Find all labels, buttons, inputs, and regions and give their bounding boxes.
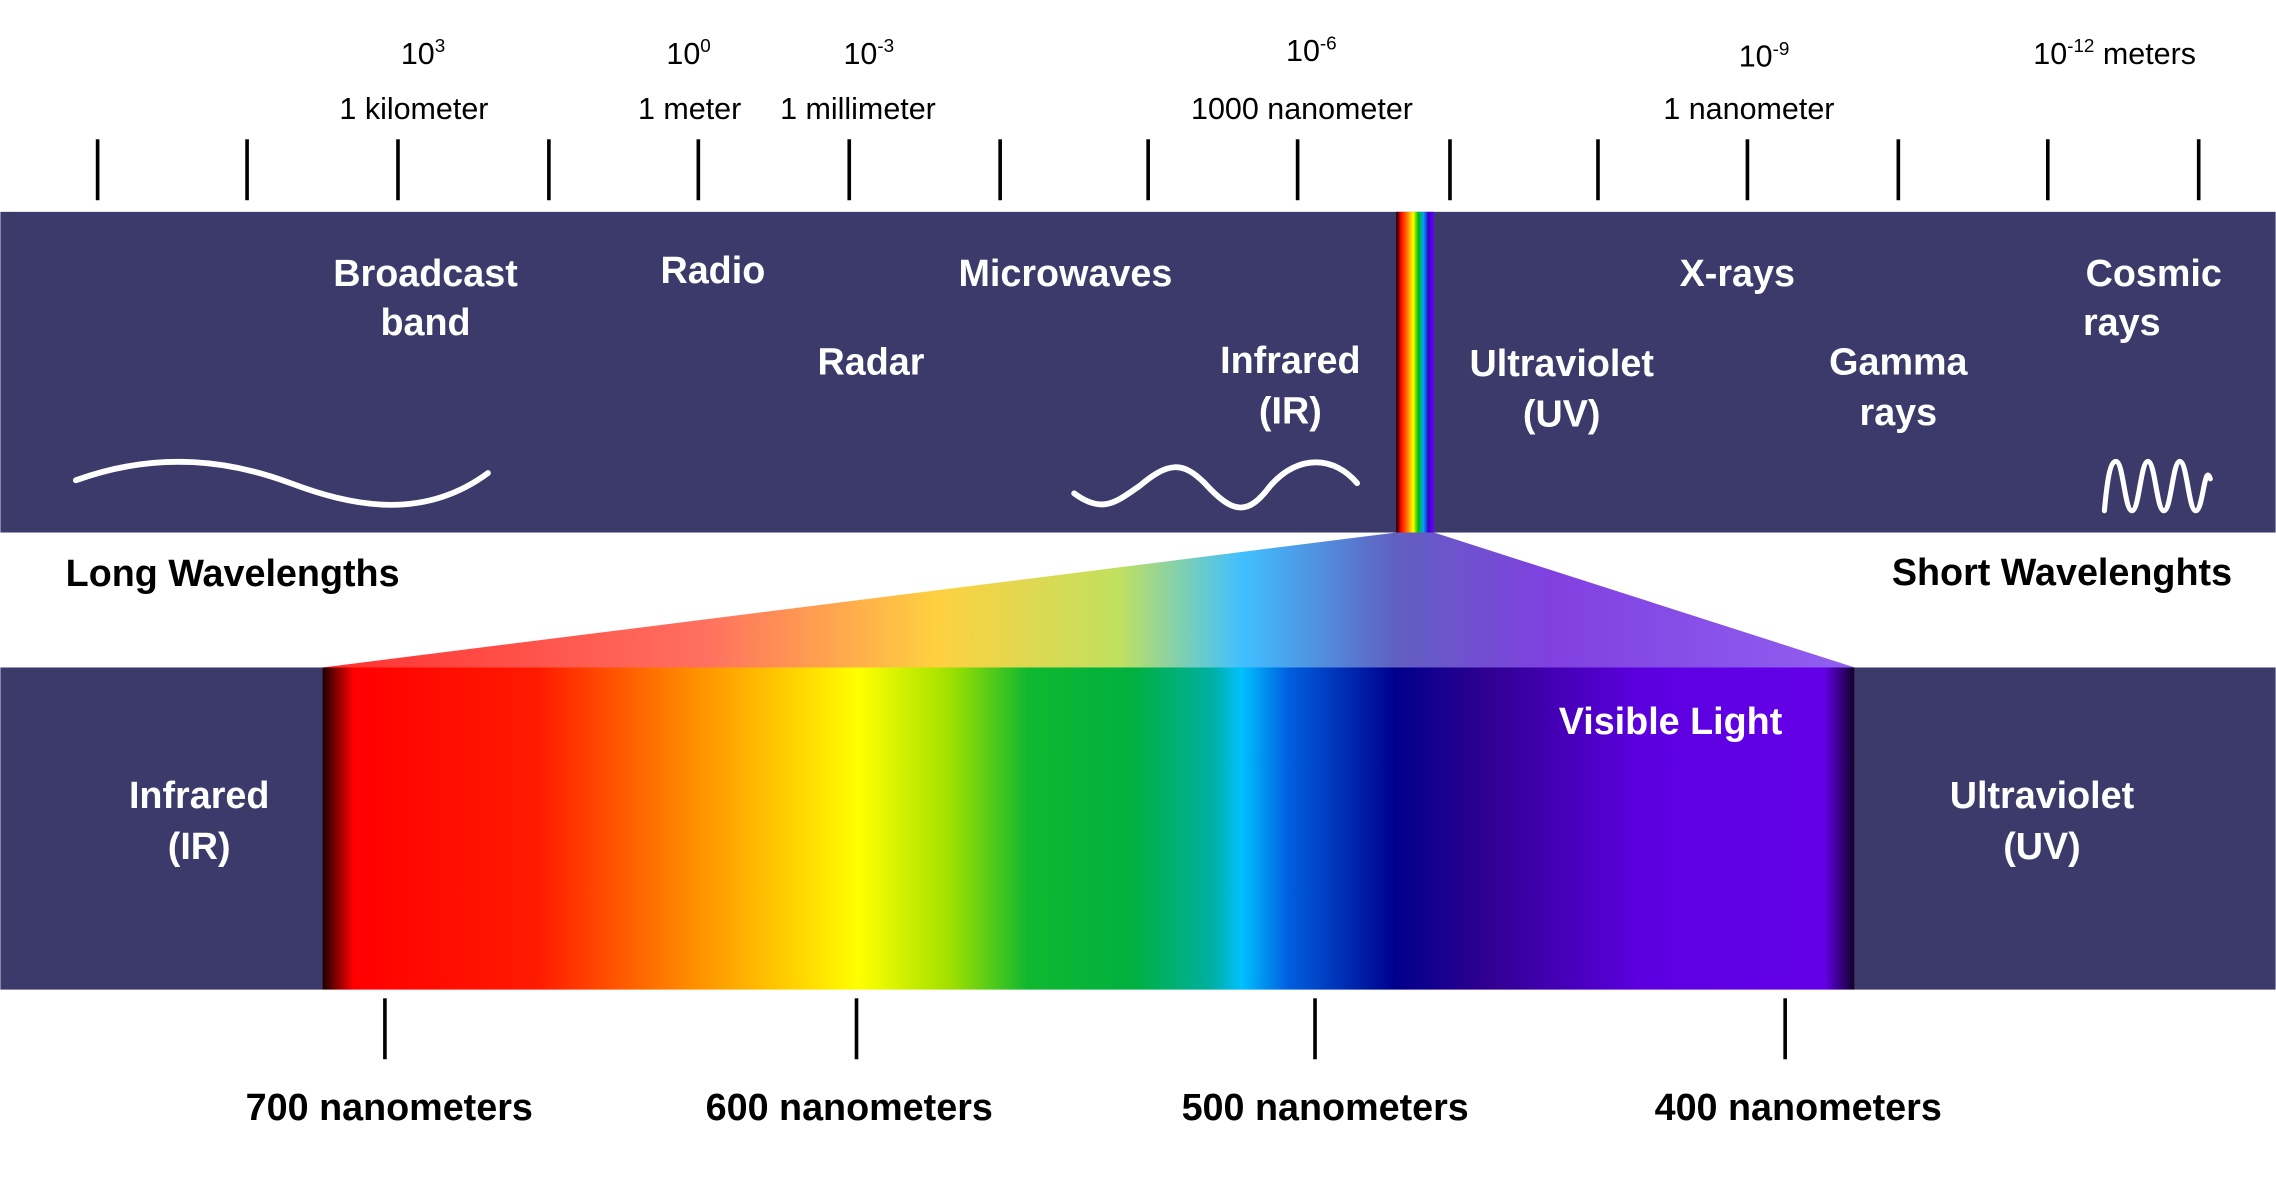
exponent-label: 100 bbox=[666, 35, 710, 71]
band-labels: Broadcast band Radio Microwaves Radar In… bbox=[333, 249, 2222, 435]
exponent-label: 10-9 bbox=[1739, 38, 1790, 74]
scale-exponents: 103 100 10-3 10-6 10-9 10-12 meters bbox=[401, 32, 2196, 73]
gamma-label: rays bbox=[1860, 391, 1938, 433]
ultraviolet-label: (UV) bbox=[1523, 393, 1601, 435]
nanometer-ticks bbox=[383, 998, 1787, 1060]
exponent-label: 103 bbox=[401, 35, 445, 71]
radar-label: Radar bbox=[818, 340, 925, 382]
short-wave-icon bbox=[2101, 458, 2213, 514]
infrared-label: Infrared bbox=[129, 774, 269, 816]
nm-label: 500 nanometers bbox=[1182, 1086, 1469, 1128]
cosmic-label: Cosmic bbox=[2086, 252, 2222, 294]
wavelength-scale-ticks bbox=[95, 139, 2201, 201]
ultraviolet-label: Ultraviolet bbox=[1469, 342, 1654, 384]
ultraviolet-label: Ultraviolet bbox=[1950, 774, 2135, 816]
cosmic-label: rays bbox=[2083, 301, 2161, 343]
long-wavelengths-label: Long Wavelengths bbox=[66, 552, 400, 594]
spectrum-band bbox=[0, 211, 2276, 533]
microwaves-label: Microwaves bbox=[959, 252, 1173, 294]
long-wave-icon bbox=[72, 458, 491, 508]
nanometer-labels: 700 nanometers 600 nanometers 500 nanome… bbox=[246, 1086, 1942, 1128]
infrared-label: Infrared bbox=[1220, 339, 1360, 381]
infrared-label: (IR) bbox=[168, 825, 231, 867]
nm-label: 600 nanometers bbox=[706, 1086, 993, 1128]
short-wavelengths-label: Short Wavelenghts bbox=[1892, 551, 2232, 593]
exponent-label: 10-6 bbox=[1286, 32, 1337, 68]
infrared-box bbox=[0, 667, 323, 990]
infrared-label: (IR) bbox=[1259, 390, 1322, 432]
gamma-label: Gamma bbox=[1829, 340, 1968, 382]
radio-label: Radio bbox=[660, 249, 765, 291]
scale-name: 1 kilometer bbox=[339, 92, 488, 126]
scale-name: 1000 nanometer bbox=[1191, 92, 1413, 126]
nm-label: 400 nanometers bbox=[1655, 1086, 1942, 1128]
exponent-label: 10-3 bbox=[843, 35, 894, 71]
scale-name: 1 meter bbox=[638, 92, 741, 126]
scale-name: 1 millimeter bbox=[780, 92, 936, 126]
visible-spectrum bbox=[322, 667, 1855, 990]
visible-fan bbox=[322, 532, 1855, 668]
visible-strip bbox=[1396, 211, 1435, 533]
visible-light-label: Visible Light bbox=[1559, 700, 1783, 742]
scale-name: 1 nanometer bbox=[1663, 92, 1834, 126]
broadcast-label: Broadcast bbox=[333, 252, 518, 294]
xrays-label: X-rays bbox=[1680, 252, 1795, 294]
ultraviolet-label: (UV) bbox=[2003, 825, 2081, 867]
nm-label: 700 nanometers bbox=[246, 1086, 533, 1128]
medium-wave-icon bbox=[1071, 459, 1361, 511]
ultraviolet-box bbox=[1854, 667, 2276, 990]
scale-names: 1 kilometer 1 meter 1 millimeter 1000 na… bbox=[339, 92, 1834, 126]
broadcast-label: band bbox=[380, 301, 470, 343]
exponent-label: 10-12 meters bbox=[2033, 35, 2196, 71]
